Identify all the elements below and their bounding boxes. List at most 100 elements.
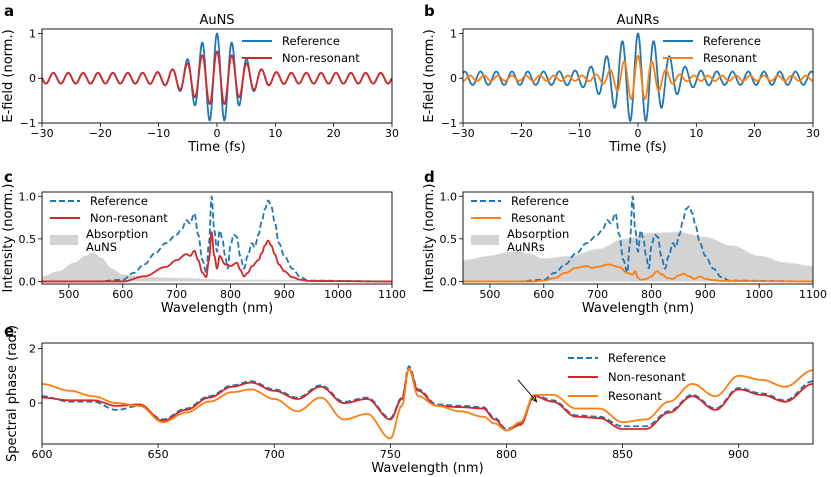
x-tick-label-d: 700	[587, 288, 608, 301]
y-tick-label-d: 0.5	[440, 233, 458, 246]
panel-letter-b: b	[424, 2, 435, 20]
legend-label-c: Absorption	[86, 227, 148, 241]
x-tick-label-e: 650	[148, 448, 169, 461]
y-axis-label-c: Intensity (norm.)	[1, 184, 16, 293]
y-axis-label-a: E-field (norm.)	[1, 29, 16, 122]
x-tick-label-e: 750	[380, 448, 401, 461]
y-axis-label-b: E-field (norm.)	[422, 29, 437, 122]
x-axis-label-b: Time (fs)	[608, 140, 666, 155]
legend-label-e: Reference	[608, 351, 666, 365]
panel-a-plot-area	[42, 32, 392, 122]
x-tick-label-b: 10	[689, 127, 703, 140]
x-tick-label-e: 900	[728, 448, 749, 461]
legend-label-d: Absorption	[507, 227, 569, 241]
x-tick-label-e: 600	[32, 448, 53, 461]
y-tick-label-b: 0	[450, 72, 457, 85]
x-tick-label-b: 30	[806, 127, 820, 140]
panel-letter-e: e	[4, 322, 14, 340]
y-tick-label-e: 0	[29, 397, 36, 410]
x-tick-label-a: −20	[89, 127, 112, 140]
y-tick-label-b: 1	[450, 27, 457, 40]
panel-letter-d: d	[424, 168, 435, 186]
y-tick-label-c: 0.5	[19, 233, 37, 246]
legend-label-e: Resonant	[608, 389, 662, 403]
series-line-e-non-resonant	[42, 368, 813, 432]
panel-d-plot-area	[463, 195, 813, 283]
annotation-arrow-head	[531, 395, 538, 403]
legend-label-a: Non-resonant	[282, 51, 360, 65]
x-axis-label-e: Wavelength (nm)	[371, 461, 483, 476]
legend-swatch-c	[50, 235, 78, 245]
series-line-e-resonant	[42, 368, 813, 440]
y-tick-label-d: 1.0	[440, 190, 458, 203]
annotation-arrow-shaft	[517, 379, 537, 402]
x-tick-label-d: 1000	[745, 288, 773, 301]
legend-label-c: AuNS	[86, 240, 117, 254]
x-tick-label-c: 900	[274, 288, 295, 301]
x-tick-label-d: 800	[641, 288, 662, 301]
legend-swatch-d	[471, 235, 499, 245]
x-tick-label-b: −20	[510, 127, 533, 140]
legend-label-c: Non-resonant	[90, 211, 168, 225]
series-line-b-resonant	[463, 54, 813, 100]
y-axis-label-d: Intensity (norm.)	[422, 184, 437, 293]
x-tick-label-a: 20	[327, 127, 341, 140]
legend-label-e: Non-resonant	[608, 370, 686, 384]
y-tick-label-b: −1	[441, 117, 457, 130]
series-line-c-non-resonant	[42, 231, 392, 283]
axes-frame-e	[41, 342, 814, 445]
panel-b-plot-area	[463, 32, 813, 122]
x-tick-label-a: 30	[385, 127, 399, 140]
legend-label-b: Reference	[703, 34, 761, 48]
x-tick-label-d: 500	[479, 288, 500, 301]
x-tick-label-c: 1000	[324, 288, 352, 301]
x-tick-label-e: 850	[612, 448, 633, 461]
panel-e-plot-area	[42, 365, 813, 440]
y-tick-label-e: 2	[29, 342, 36, 355]
legend-label-d: Resonant	[511, 211, 565, 225]
y-axis-label-e: Spectral phase (rad.)	[5, 325, 20, 462]
x-tick-label-c: 700	[166, 288, 187, 301]
y-tick-label-d: 0.0	[440, 275, 458, 288]
absorption-area-d	[463, 231, 813, 282]
x-tick-label-c: 600	[112, 288, 133, 301]
y-tick-label-a: 0	[29, 72, 36, 85]
series-line-d-resonant	[463, 263, 813, 283]
x-tick-label-a: −10	[147, 127, 170, 140]
legend-label-c: Reference	[90, 194, 148, 208]
x-axis-label-a: Time (fs)	[187, 140, 245, 155]
x-tick-label-b: −10	[568, 127, 591, 140]
x-tick-label-b: 20	[748, 127, 762, 140]
x-tick-label-b: 0	[635, 127, 642, 140]
x-tick-label-b: −30	[451, 127, 474, 140]
absorption-area-c	[42, 252, 392, 282]
panel-letter-c: c	[4, 168, 13, 186]
panel-letter-a: a	[4, 2, 14, 20]
panel-c-plot-area	[42, 195, 392, 283]
x-tick-label-c: 800	[220, 288, 241, 301]
legend-label-b: Resonant	[703, 51, 757, 65]
x-axis-label-d: Wavelength (nm)	[582, 301, 694, 316]
y-tick-label-c: 0.0	[19, 275, 37, 288]
x-tick-label-d: 600	[533, 288, 554, 301]
chart-title-a: AuNS	[199, 13, 234, 28]
legend-label-a: Reference	[282, 34, 340, 48]
x-tick-label-d: 900	[695, 288, 716, 301]
x-tick-label-a: −30	[30, 127, 53, 140]
axes-frame-d	[462, 191, 814, 285]
x-tick-label-c: 1100	[378, 288, 406, 301]
x-tick-label-c: 500	[58, 288, 79, 301]
legend-label-d: AuNRs	[507, 240, 545, 254]
y-tick-label-a: 1	[29, 27, 36, 40]
series-line-b-reference	[463, 32, 813, 122]
legend-label-d: Reference	[511, 194, 569, 208]
series-line-a-non-resonant	[42, 50, 392, 105]
x-tick-label-a: 10	[268, 127, 282, 140]
y-tick-label-c: 1.0	[19, 190, 37, 203]
y-tick-label-a: −1	[20, 117, 36, 130]
axes-frame-c	[41, 191, 393, 285]
x-axis-label-c: Wavelength (nm)	[161, 301, 273, 316]
x-tick-label-e: 700	[264, 448, 285, 461]
x-tick-label-e: 800	[496, 448, 517, 461]
